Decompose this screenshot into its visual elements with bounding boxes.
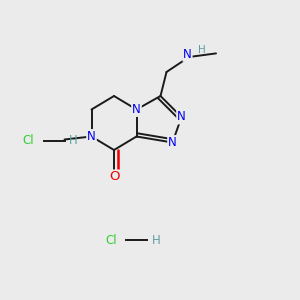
Text: N: N	[177, 110, 186, 124]
Text: N: N	[168, 136, 177, 149]
Text: N: N	[87, 130, 96, 143]
Text: Cl: Cl	[22, 134, 34, 148]
Text: N: N	[132, 103, 141, 116]
Text: H: H	[198, 45, 206, 56]
Text: Cl: Cl	[105, 233, 117, 247]
Text: O: O	[109, 170, 119, 184]
Text: H: H	[152, 233, 160, 247]
Text: N: N	[183, 48, 192, 61]
Text: H: H	[69, 134, 78, 148]
